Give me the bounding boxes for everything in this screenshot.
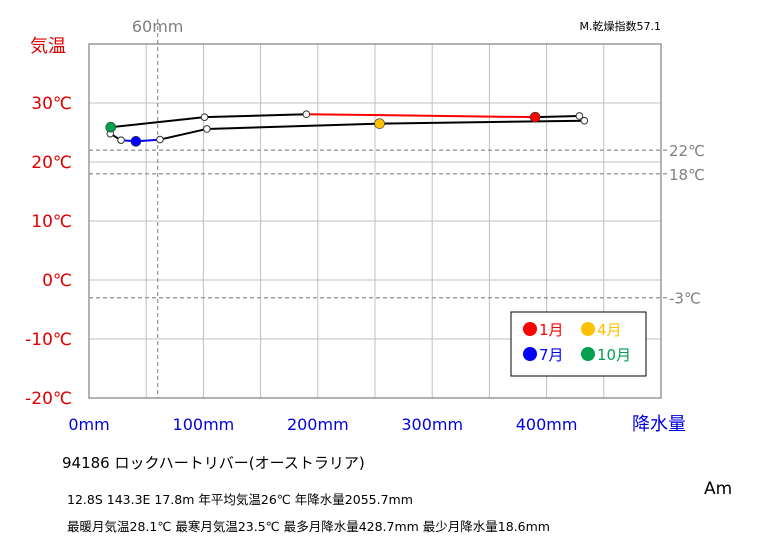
y-tick-label: -10℃ [25,330,72,350]
legend-marker [581,322,595,336]
ref-label-x: 60mm [132,17,184,36]
markers [105,110,589,147]
marker-month-6 [156,135,164,144]
marker-month-10 [105,121,117,133]
x-tick-label: 300mm [401,415,463,434]
plot-frame [88,43,662,399]
legend: 1月 4月 7月 10月 [510,311,647,377]
y-tick-label: 20℃ [31,153,72,173]
ref-label-y: 18℃ [669,166,705,184]
marker-month-5 [203,125,211,133]
axis-labels: 気温 30℃ 20℃ 10℃ 0℃ -10℃ -20℃ 0mm 100mm 200mm 300mm 4… [25,19,686,435]
marker-month-2 [575,112,584,120]
legend-label: 4月 [597,321,622,339]
legend-marker [581,347,595,361]
series-segment [306,113,536,119]
legend-box [510,311,647,377]
legend-marker [523,322,537,336]
series-segment [206,122,380,130]
series-segment [159,127,208,141]
marker-month-3 [580,116,589,125]
marker-month-4 [374,118,385,129]
y-tick-label: 30℃ [31,94,72,114]
reference-lines: 60mm 22℃ 18℃ -3℃ [89,17,705,398]
marker-month-12 [302,110,311,119]
x-tick-label: 400mm [516,415,578,434]
marker-month-7 [130,136,142,147]
y-axis-title: 気温 [30,36,66,57]
series-segment [204,113,307,119]
y-tick-label: -20℃ [25,389,72,409]
series-segment [379,119,585,125]
legend-label: 7月 [539,346,564,364]
dryness-index: M.乾燥指数57.1 [580,19,661,33]
x-tick-label: 200mm [287,415,349,434]
x-tick-label: 0mm [68,415,109,434]
marker-month-1 [529,111,541,123]
ref-label-y: 22℃ [669,142,705,160]
series [109,113,586,143]
series-segment [110,116,205,129]
x-tick-label: 100mm [173,415,235,434]
station-info-line2: 最暖月気温28.1℃ 最寒月気温23.5℃ 最多月降水量428.7mm 最少月降… [67,519,550,534]
legend-label: 1月 [539,321,564,339]
y-tick-label: 10℃ [31,212,72,232]
marker-month-11 [200,113,209,121]
ref-label-y: -3℃ [669,290,701,308]
climate-class: Am [704,479,733,499]
station-info-line1: 12.8S 143.3E 17.8m 年平均気温26℃ 年降水量2055.7mm [67,492,413,507]
x-axis-title: 降水量 [632,414,686,435]
station-title: 94186 ロックハートリバー(オーストラリア) [62,454,365,472]
legend-label: 10月 [597,346,631,364]
marker-month-8 [117,136,125,144]
legend-marker [523,347,537,361]
series-segment [535,114,580,119]
y-tick-label: 0℃ [42,271,72,291]
